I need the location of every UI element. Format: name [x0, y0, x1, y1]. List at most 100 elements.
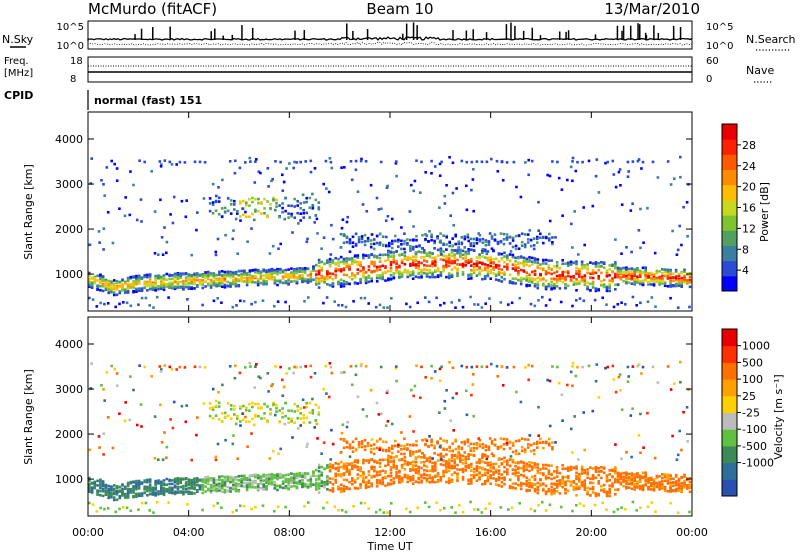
power-cell [626, 175, 630, 178]
velocity-cell [486, 463, 490, 467]
velocity-cell [93, 481, 97, 485]
power-cell [337, 282, 340, 286]
power-cell [547, 264, 551, 267]
power-cell [484, 302, 487, 305]
velocity-cell [204, 485, 207, 488]
power-cell [631, 202, 634, 205]
power-cell [124, 291, 127, 294]
power-cell [614, 265, 617, 269]
velocity-cell [514, 449, 518, 453]
velocity-cell [674, 483, 678, 487]
power-cell [348, 258, 351, 261]
velocity-cell [370, 467, 373, 471]
power-cell [475, 242, 479, 245]
power-cell [362, 266, 365, 269]
power-cell [243, 273, 246, 276]
velocity-cell [630, 472, 634, 475]
velocity-cell [625, 486, 628, 490]
velocity-cell [406, 477, 409, 480]
power-cell [663, 268, 667, 271]
power-cell [364, 254, 368, 257]
velocity-cell [248, 478, 252, 482]
velocity-cell [633, 488, 636, 491]
velocity-cell [417, 471, 420, 474]
noise-search-trace [87, 41, 693, 46]
velocity-cell [586, 473, 589, 476]
power-cell [525, 263, 528, 266]
velocity-cell [256, 476, 260, 480]
power-cell [542, 268, 545, 272]
power-cell [550, 268, 553, 272]
power-cell [428, 275, 432, 279]
velocity-cell [135, 479, 138, 483]
power-cell [520, 232, 524, 235]
power-cell [394, 234, 397, 238]
velocity-cell [317, 487, 321, 490]
power-cell [525, 279, 528, 282]
power-cell [486, 250, 490, 253]
power-cell [424, 237, 427, 241]
power-cell [630, 282, 634, 285]
velocity-cell [359, 483, 362, 487]
power-cell [469, 237, 473, 241]
power-cell [96, 285, 99, 289]
velocity-cell [686, 487, 689, 490]
power-cell [395, 265, 398, 269]
power-cell [641, 280, 645, 284]
velocity-cell [387, 458, 390, 462]
velocity-cell [536, 463, 540, 466]
velocity-cell [381, 469, 384, 473]
power-cell [600, 264, 603, 268]
velocity-cell [245, 408, 248, 412]
velocity-cell [663, 475, 667, 479]
velocity-cell [503, 478, 506, 481]
power-cell [548, 219, 552, 223]
velocity-cell [591, 477, 595, 481]
velocity-cell [295, 481, 299, 484]
velocity-cell [414, 471, 418, 475]
velocity-cell [597, 480, 600, 483]
velocity-cell [292, 481, 296, 484]
velocity-cell [384, 484, 387, 487]
velocity-cell [315, 468, 318, 472]
velocity-cell [463, 451, 467, 454]
velocity-cell [218, 475, 221, 479]
velocity-cell [211, 408, 215, 411]
power-cell [508, 259, 512, 263]
power-cell [315, 263, 318, 267]
power-cell [586, 268, 589, 271]
velocity-cell [281, 482, 285, 485]
velocity-cell [425, 480, 429, 483]
velocity-cell [132, 485, 135, 488]
velocity-cell [339, 437, 343, 441]
power-cell [118, 291, 122, 295]
velocity-cell [433, 446, 436, 450]
velocity-cell [381, 458, 384, 462]
power-cell [337, 264, 340, 267]
velocity-cell [96, 493, 99, 496]
power-cell [417, 266, 420, 269]
velocity-cell [320, 484, 324, 488]
power-cell [461, 273, 465, 276]
velocity-cell [448, 446, 451, 449]
noise-right-tick-bottom: 10^0 [706, 41, 733, 52]
velocity-cell [436, 453, 440, 457]
velocity-cell [530, 475, 534, 479]
velocity-cell [431, 467, 434, 470]
power-cell [636, 277, 639, 280]
velocity-cell [583, 488, 587, 491]
power-cell [506, 267, 509, 271]
power-cell [326, 277, 329, 281]
velocity-cell [688, 490, 692, 494]
power-cell [471, 178, 475, 181]
power-cell [88, 283, 91, 287]
power-cell [349, 160, 353, 163]
power-cell [190, 273, 193, 277]
velocity-cell [223, 484, 227, 488]
power-cell [548, 237, 551, 240]
velocity-cell [154, 488, 157, 491]
velocity-cell [511, 458, 515, 462]
power-cell [519, 261, 523, 265]
velocity-cell [450, 456, 454, 459]
power-cell [454, 306, 457, 309]
